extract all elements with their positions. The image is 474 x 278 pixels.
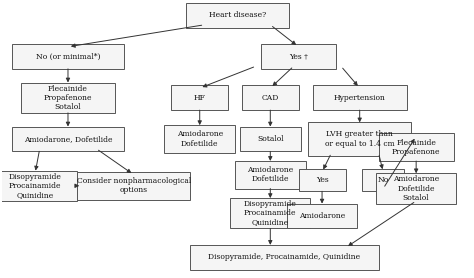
FancyBboxPatch shape bbox=[287, 204, 357, 229]
FancyBboxPatch shape bbox=[186, 3, 289, 28]
Text: Disopyramide, Procainamide, Quinidine: Disopyramide, Procainamide, Quinidine bbox=[209, 253, 360, 261]
FancyBboxPatch shape bbox=[172, 85, 228, 110]
FancyBboxPatch shape bbox=[242, 85, 299, 110]
Text: Amiodarone
Dofetilide
Sotalol: Amiodarone Dofetilide Sotalol bbox=[393, 175, 439, 202]
Text: Sotalol: Sotalol bbox=[257, 135, 283, 143]
Text: Flecainide
Propafenone
Sotalol: Flecainide Propafenone Sotalol bbox=[44, 85, 92, 111]
Text: LVH greater than
or equal to 1.4 cm: LVH greater than or equal to 1.4 cm bbox=[325, 130, 394, 148]
FancyBboxPatch shape bbox=[299, 169, 346, 191]
Text: Amiodarone
Dofetilide: Amiodarone Dofetilide bbox=[177, 130, 223, 148]
Text: Amiodarone: Amiodarone bbox=[299, 212, 345, 220]
Text: Flecainide
Propafenone: Flecainide Propafenone bbox=[392, 139, 440, 156]
Text: Hypertension: Hypertension bbox=[334, 94, 386, 102]
FancyBboxPatch shape bbox=[77, 172, 191, 200]
FancyBboxPatch shape bbox=[240, 126, 301, 152]
FancyBboxPatch shape bbox=[230, 198, 310, 229]
Text: CAD: CAD bbox=[262, 94, 279, 102]
Text: Yes †: Yes † bbox=[289, 53, 308, 60]
FancyBboxPatch shape bbox=[308, 123, 411, 155]
FancyBboxPatch shape bbox=[0, 171, 77, 201]
Text: Amiodarone, Dofetilide: Amiodarone, Dofetilide bbox=[24, 135, 112, 143]
Text: HF: HF bbox=[194, 94, 206, 102]
Text: Amiodarone
Dofetilide: Amiodarone Dofetilide bbox=[247, 166, 293, 183]
FancyBboxPatch shape bbox=[11, 44, 125, 69]
FancyBboxPatch shape bbox=[379, 133, 454, 161]
FancyBboxPatch shape bbox=[191, 245, 379, 270]
FancyBboxPatch shape bbox=[21, 83, 115, 113]
Text: Yes: Yes bbox=[316, 176, 328, 184]
FancyBboxPatch shape bbox=[11, 126, 125, 152]
FancyBboxPatch shape bbox=[261, 44, 336, 69]
FancyBboxPatch shape bbox=[164, 125, 235, 153]
Text: No (or minimal*): No (or minimal*) bbox=[36, 53, 100, 60]
Text: No: No bbox=[378, 176, 389, 184]
Text: Consider nonpharmacological
options: Consider nonpharmacological options bbox=[77, 177, 191, 194]
Text: Heart disease?: Heart disease? bbox=[209, 11, 266, 19]
Text: Disopyramide
Procainamide
Quinidine: Disopyramide Procainamide Quinidine bbox=[244, 200, 297, 227]
Text: Disopyramide
Procainamide
Quinidine: Disopyramide Procainamide Quinidine bbox=[9, 173, 62, 199]
FancyBboxPatch shape bbox=[235, 161, 306, 188]
FancyBboxPatch shape bbox=[362, 169, 404, 191]
FancyBboxPatch shape bbox=[313, 85, 407, 110]
FancyBboxPatch shape bbox=[376, 173, 456, 204]
